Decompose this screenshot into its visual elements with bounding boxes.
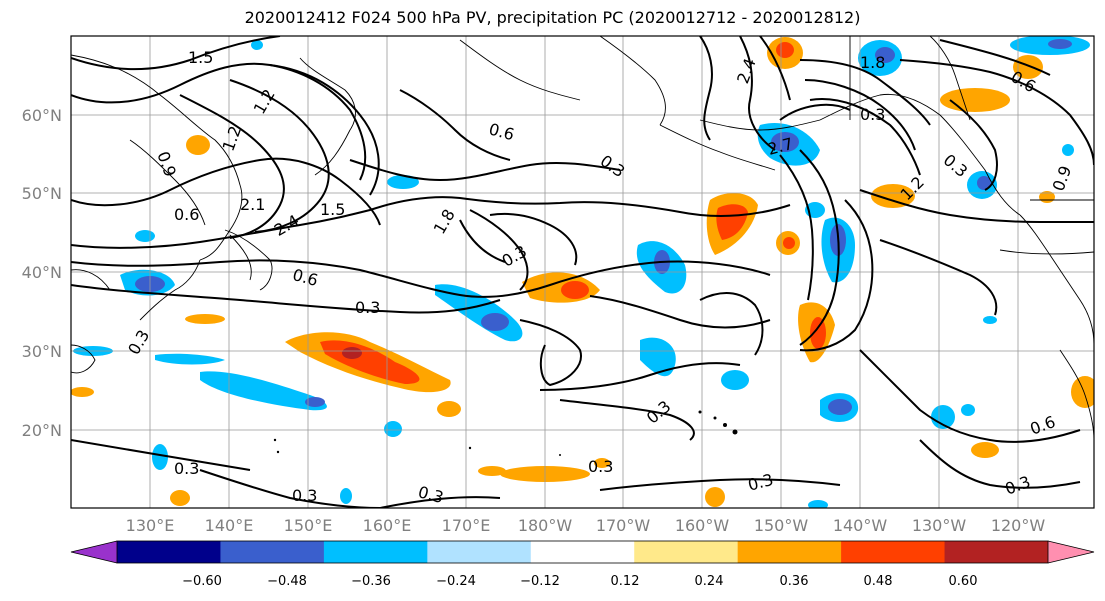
- contour-label: 0.6: [291, 265, 321, 290]
- contour-label: 0.3: [355, 298, 380, 317]
- lon-label: 120°W: [991, 516, 1046, 535]
- contour-label: 0.9: [1049, 163, 1076, 193]
- colorbar-tick: −0.48: [267, 574, 307, 589]
- colorbar-ticks: −0.60 −0.48 −0.36 −0.24 −0.12 0.12 0.24 …: [182, 574, 977, 589]
- colorbar-tick: 0.60: [949, 574, 978, 589]
- contour-label: 0.3: [174, 459, 199, 478]
- colorbar-tick: −0.60: [182, 574, 222, 589]
- contour-label: 0.3: [940, 150, 972, 181]
- contour-label: 1.8: [860, 53, 885, 72]
- map-frame: [70, 35, 1095, 509]
- contour-label: 0.3: [292, 486, 317, 505]
- graticule: [71, 36, 1094, 508]
- colorbar-tick: 0.36: [780, 574, 809, 589]
- precip-shading: [71, 36, 1094, 508]
- contour-label: 0.6: [1027, 412, 1057, 439]
- contour-label: 0.9: [153, 149, 180, 179]
- colorbar-segment: [220, 541, 325, 563]
- lon-label: 150°W: [754, 516, 809, 535]
- contour-label: 0.3: [860, 105, 885, 124]
- contour-label: 0.3: [588, 457, 613, 476]
- contour-labels: 1.5 1.2 0.9 0.6 1.2 2.1 2.4 1.5 1.8 0.6 …: [124, 48, 1075, 507]
- lon-label: 160°W: [675, 516, 730, 535]
- lat-label: 60°N: [22, 106, 62, 125]
- lon-label: 140°E: [205, 516, 254, 535]
- colorbar-segment: [530, 541, 635, 563]
- lat-label: 40°N: [22, 263, 62, 282]
- colorbar-segment: [944, 541, 1049, 563]
- lon-label: 180°W: [518, 516, 573, 535]
- contour-label: 0.3: [499, 241, 531, 270]
- contour-label: 1.5: [188, 48, 213, 67]
- contour-label: 0.6: [487, 119, 517, 144]
- colorbar-tick: −0.12: [520, 574, 560, 589]
- latitude-labels: 60°N 50°N 40°N 30°N 20°N: [22, 106, 62, 440]
- contour-label: 0.3: [643, 397, 675, 428]
- lon-label: 140°W: [833, 516, 888, 535]
- lon-label: 130°W: [912, 516, 967, 535]
- colorbar-extend-min: [71, 541, 117, 563]
- contour-label: 2.1: [240, 195, 265, 214]
- contour-label: 1.5: [320, 200, 345, 219]
- contour-label: 1.2: [250, 86, 279, 118]
- contour-label: 2.4: [733, 56, 760, 86]
- colorbar-extend-max: [1048, 541, 1094, 563]
- contour-label: 0.3: [746, 470, 776, 495]
- longitude-labels: 130°E 140°E 150°E 160°E 170°E 180°W 170°…: [126, 516, 1046, 535]
- lon-label: 170°W: [596, 516, 651, 535]
- colorbar-tick: 0.48: [864, 574, 893, 589]
- colorbar-tick: 0.12: [611, 574, 640, 589]
- colorbar-segment: [737, 541, 842, 563]
- colorbar-segment: [117, 541, 221, 563]
- lon-label: 160°E: [363, 516, 412, 535]
- colorbar-tick: −0.24: [436, 574, 476, 589]
- coastlines: [71, 36, 1094, 441]
- colorbar-tick: 0.24: [695, 574, 724, 589]
- islands: [273, 410, 738, 456]
- colorbar-segment: [427, 541, 532, 563]
- contour-label: 0.3: [1002, 472, 1032, 499]
- map-title: 2020012412 F024 500 hPa PV, precipitatio…: [244, 8, 861, 27]
- colorbar-tick: −0.36: [351, 574, 391, 589]
- lon-label: 170°E: [442, 516, 491, 535]
- contour-label: 0.3: [597, 151, 629, 181]
- lat-label: 30°N: [22, 342, 62, 361]
- contour-label: 0.3: [416, 482, 446, 507]
- colorbar-segment: [634, 541, 739, 563]
- contour-label: 1.2: [219, 123, 246, 153]
- lat-label: 20°N: [22, 421, 62, 440]
- map-area: 1.5 1.2 0.9 0.6 1.2 2.1 2.4 1.5 1.8 0.6 …: [71, 36, 1094, 508]
- colorbar-segment: [841, 541, 946, 563]
- contour-label: 0.6: [174, 205, 199, 224]
- lon-label: 150°E: [284, 516, 333, 535]
- pv-contours: [71, 36, 1094, 508]
- contour-label: 1.8: [430, 206, 459, 238]
- lat-label: 50°N: [22, 184, 62, 203]
- colorbar-segment: [323, 541, 428, 563]
- contour-label: 0.3: [124, 327, 153, 359]
- colorbar: −0.60 −0.48 −0.36 −0.24 −0.12 0.12 0.24 …: [70, 540, 1095, 589]
- contour-label: 2.4: [271, 211, 303, 240]
- lon-label: 130°E: [126, 516, 175, 535]
